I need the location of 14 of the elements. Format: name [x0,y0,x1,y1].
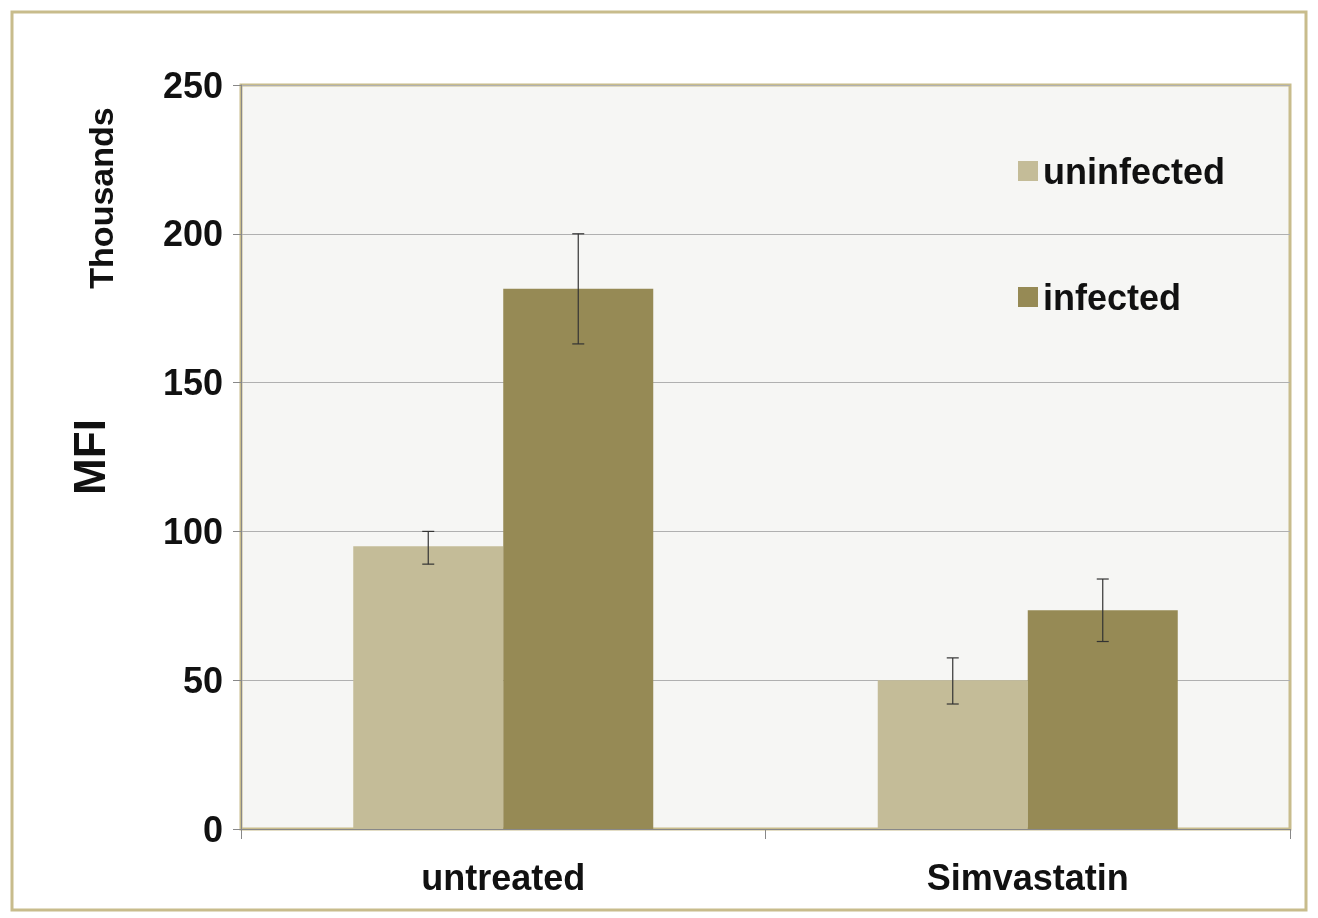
y-tick-label: 200 [162,213,223,255]
text: Thousands [82,107,120,289]
bar [1027,610,1178,829]
y-tick-label: 0 [202,808,223,850]
y-tick-label: 100 [162,510,223,552]
legend-label: uninfected [1043,150,1226,192]
y-tick-label: 50 [182,659,223,701]
y-axis-title: MFI [64,419,114,495]
x-tick-label: Simvastatin [926,856,1129,898]
bar [503,288,654,829]
x-tick-label: untreated [421,856,586,898]
y-tick-label: 150 [162,362,223,404]
legend-label: infected [1043,276,1182,318]
y-tick-label: 250 [162,64,223,106]
